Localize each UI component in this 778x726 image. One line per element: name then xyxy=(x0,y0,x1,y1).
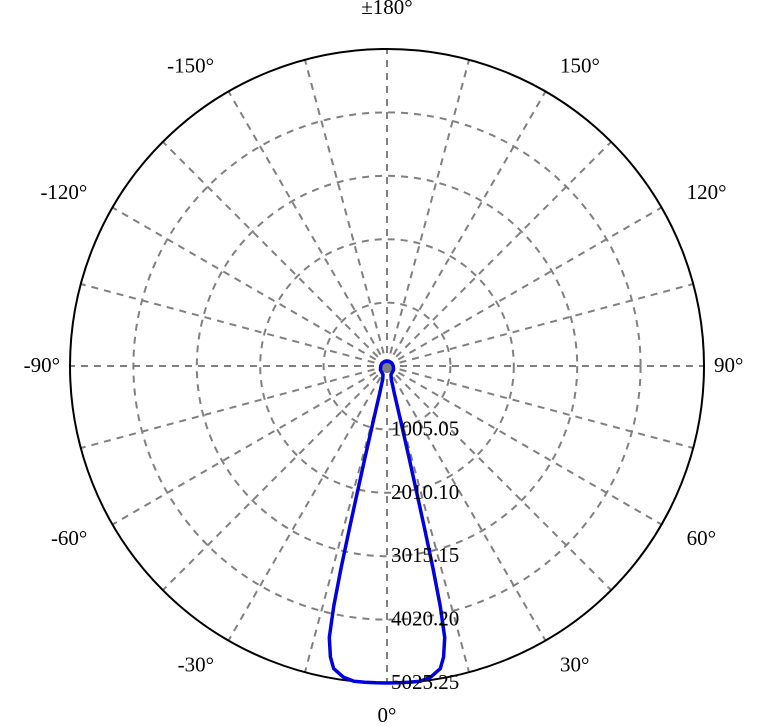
angle-tick-label: -150° xyxy=(167,53,214,77)
grid xyxy=(70,49,704,683)
angle-tick-label: 120° xyxy=(687,180,727,204)
radial-tick-label: 5025.25 xyxy=(391,670,459,694)
angle-tick-label: 150° xyxy=(560,53,600,77)
angle-tick-label: 60° xyxy=(687,526,716,550)
radial-tick-label: 2010.10 xyxy=(391,480,459,504)
angle-tick-label: -30° xyxy=(178,653,214,677)
radial-tick-label: 1005.05 xyxy=(391,416,459,440)
angle-tick-label: 0° xyxy=(378,703,397,726)
angle-tick-label: -90° xyxy=(24,353,60,377)
angle-tick-label: 30° xyxy=(560,653,589,677)
radial-tick-label: 4020.20 xyxy=(391,607,459,631)
angle-tick-label: 90° xyxy=(714,353,743,377)
polar-chart: 1005.05 2010.10 3015.15 4020.20 5025.25 0° 30°… xyxy=(0,0,778,726)
angle-tick-label: -60° xyxy=(51,526,87,550)
radial-tick-label: 3015.15 xyxy=(391,543,459,567)
angle-tick-label: -120° xyxy=(40,180,87,204)
angle-tick-label: ±180° xyxy=(361,0,412,19)
